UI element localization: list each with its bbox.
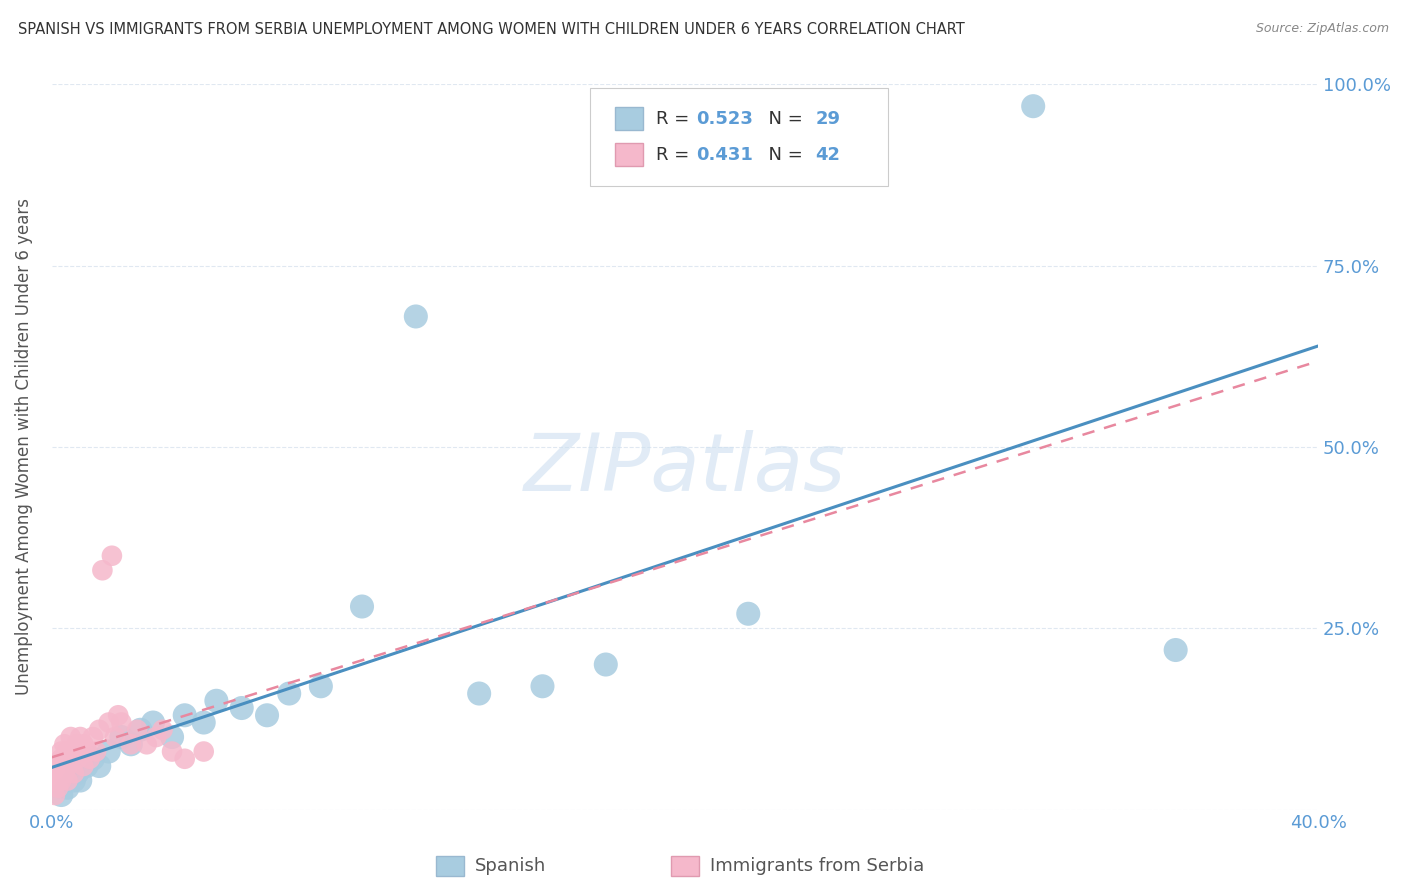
Point bbox=[152, 723, 174, 737]
Point bbox=[44, 773, 66, 788]
Point bbox=[256, 708, 278, 723]
Point bbox=[531, 679, 554, 693]
Text: R =: R = bbox=[655, 145, 695, 164]
Point bbox=[193, 715, 215, 730]
Point bbox=[737, 607, 759, 621]
Point bbox=[350, 599, 373, 614]
Point bbox=[56, 773, 79, 788]
Point bbox=[51, 752, 73, 766]
Point bbox=[63, 766, 86, 780]
Point bbox=[205, 694, 228, 708]
Point bbox=[51, 788, 73, 802]
Point bbox=[107, 708, 129, 723]
Text: N =: N = bbox=[756, 110, 808, 128]
Text: 42: 42 bbox=[815, 145, 841, 164]
Point bbox=[69, 773, 91, 788]
Point bbox=[51, 745, 73, 759]
Point bbox=[53, 737, 76, 751]
Point bbox=[193, 745, 215, 759]
Point bbox=[89, 759, 111, 773]
Point bbox=[66, 752, 89, 766]
Text: 29: 29 bbox=[815, 110, 841, 128]
Point bbox=[160, 730, 183, 744]
Point bbox=[82, 730, 104, 744]
Point bbox=[101, 549, 124, 563]
Point bbox=[129, 723, 152, 737]
Point bbox=[63, 773, 86, 788]
Point bbox=[142, 715, 165, 730]
Point bbox=[173, 752, 195, 766]
Point bbox=[135, 737, 157, 751]
Point bbox=[69, 730, 91, 744]
Point bbox=[91, 563, 114, 577]
FancyBboxPatch shape bbox=[616, 107, 643, 130]
Point bbox=[231, 701, 253, 715]
Text: SPANISH VS IMMIGRANTS FROM SERBIA UNEMPLOYMENT AMONG WOMEN WITH CHILDREN UNDER 6: SPANISH VS IMMIGRANTS FROM SERBIA UNEMPL… bbox=[18, 22, 965, 37]
Point bbox=[44, 788, 66, 802]
Point bbox=[104, 730, 127, 744]
Point bbox=[120, 737, 142, 751]
Point bbox=[97, 715, 120, 730]
Point bbox=[56, 780, 79, 795]
Point bbox=[127, 723, 149, 737]
Point bbox=[89, 723, 111, 737]
Point bbox=[278, 686, 301, 700]
Point bbox=[46, 759, 69, 773]
Point bbox=[59, 730, 82, 744]
Point bbox=[120, 737, 142, 751]
Text: Spanish: Spanish bbox=[475, 857, 547, 875]
Point bbox=[46, 766, 69, 780]
Point bbox=[72, 737, 94, 751]
Point bbox=[595, 657, 617, 672]
Point bbox=[76, 759, 98, 773]
Point bbox=[72, 759, 94, 773]
Point bbox=[76, 745, 98, 759]
Point bbox=[309, 679, 332, 693]
Point bbox=[97, 745, 120, 759]
Point bbox=[82, 752, 104, 766]
Point bbox=[53, 752, 76, 766]
Point bbox=[405, 310, 427, 324]
Point bbox=[63, 745, 86, 759]
Text: R =: R = bbox=[655, 110, 695, 128]
Point bbox=[84, 745, 107, 759]
Point bbox=[1022, 99, 1045, 113]
Text: ZIPatlas: ZIPatlas bbox=[524, 430, 846, 508]
Text: N =: N = bbox=[756, 145, 808, 164]
Point bbox=[46, 780, 69, 795]
Point bbox=[1164, 643, 1187, 657]
Point bbox=[110, 715, 132, 730]
Y-axis label: Unemployment Among Women with Children Under 6 years: Unemployment Among Women with Children U… bbox=[15, 199, 32, 696]
Text: 0.431: 0.431 bbox=[696, 145, 754, 164]
Point bbox=[66, 737, 89, 751]
Text: Source: ZipAtlas.com: Source: ZipAtlas.com bbox=[1256, 22, 1389, 36]
Point bbox=[59, 752, 82, 766]
FancyBboxPatch shape bbox=[616, 144, 643, 167]
Text: Immigrants from Serbia: Immigrants from Serbia bbox=[710, 857, 924, 875]
Point bbox=[51, 773, 73, 788]
Point bbox=[53, 766, 76, 780]
FancyBboxPatch shape bbox=[591, 88, 887, 186]
Point bbox=[66, 766, 89, 780]
Point bbox=[56, 759, 79, 773]
Point bbox=[56, 745, 79, 759]
Point bbox=[468, 686, 491, 700]
Point bbox=[160, 745, 183, 759]
Point bbox=[173, 708, 195, 723]
Text: 0.523: 0.523 bbox=[696, 110, 754, 128]
Point bbox=[145, 730, 167, 744]
Point bbox=[110, 730, 132, 744]
Point bbox=[79, 752, 101, 766]
